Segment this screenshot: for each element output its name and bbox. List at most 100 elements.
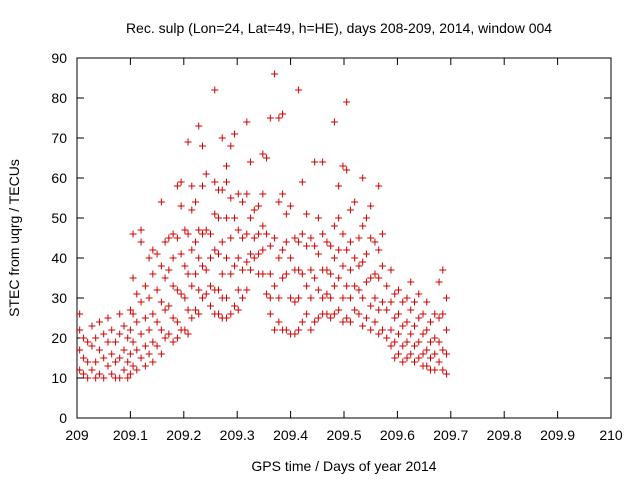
data-point bbox=[371, 294, 379, 302]
data-point bbox=[410, 342, 418, 350]
data-point bbox=[223, 294, 231, 302]
data-point bbox=[279, 110, 287, 118]
data-point bbox=[247, 214, 255, 222]
data-point bbox=[359, 322, 367, 330]
data-point bbox=[423, 362, 431, 370]
data-point bbox=[231, 262, 239, 270]
y-tick-label: 40 bbox=[51, 250, 67, 266]
data-point bbox=[367, 326, 375, 334]
data-point bbox=[415, 338, 423, 346]
data-point bbox=[387, 298, 395, 306]
data-point bbox=[427, 338, 435, 346]
data-point bbox=[126, 326, 134, 334]
data-point bbox=[169, 338, 177, 346]
data-point bbox=[303, 282, 311, 290]
data-point bbox=[266, 242, 274, 250]
data-point bbox=[243, 190, 251, 198]
data-point bbox=[263, 154, 271, 162]
data-point bbox=[133, 290, 141, 298]
data-point bbox=[198, 142, 206, 150]
data-point bbox=[181, 262, 189, 270]
data-point bbox=[335, 306, 343, 314]
data-point bbox=[141, 282, 149, 290]
data-point bbox=[137, 354, 145, 362]
data-point bbox=[419, 350, 427, 358]
data-point bbox=[195, 286, 203, 294]
data-point bbox=[279, 190, 287, 198]
data-point bbox=[234, 254, 242, 262]
data-point bbox=[111, 338, 119, 346]
data-point bbox=[188, 206, 196, 214]
data-point bbox=[435, 338, 443, 346]
data-point bbox=[108, 350, 116, 358]
data-point bbox=[177, 250, 185, 258]
data-point bbox=[184, 306, 192, 314]
data-point bbox=[195, 226, 203, 234]
data-point bbox=[231, 130, 239, 138]
data-point bbox=[298, 178, 306, 186]
data-point bbox=[108, 326, 116, 334]
x-tick-label: 209.2 bbox=[166, 427, 201, 443]
data-point bbox=[79, 354, 87, 362]
data-point bbox=[215, 286, 223, 294]
data-point bbox=[116, 330, 124, 338]
data-point bbox=[378, 230, 386, 238]
data-point bbox=[383, 334, 391, 342]
data-point bbox=[394, 286, 402, 294]
data-point bbox=[378, 262, 386, 270]
x-axis-label: GPS time / Days of year 2014 bbox=[251, 458, 436, 474]
data-point bbox=[126, 350, 134, 358]
data-point bbox=[129, 274, 137, 282]
data-point bbox=[311, 318, 319, 326]
data-point bbox=[177, 178, 185, 186]
data-point bbox=[359, 258, 367, 266]
data-point bbox=[407, 306, 415, 314]
data-point bbox=[394, 310, 402, 318]
data-point bbox=[443, 326, 451, 334]
data-point bbox=[153, 318, 161, 326]
data-point bbox=[198, 262, 206, 270]
data-point bbox=[362, 214, 370, 222]
data-point bbox=[184, 138, 192, 146]
x-tick-label: 209.5 bbox=[326, 427, 361, 443]
data-point bbox=[410, 322, 418, 330]
data-point bbox=[346, 318, 354, 326]
x-tick-label: 210 bbox=[599, 427, 623, 443]
data-point bbox=[161, 306, 169, 314]
data-point bbox=[367, 302, 375, 310]
data-point bbox=[116, 354, 124, 362]
data-point bbox=[339, 162, 347, 170]
data-point bbox=[120, 346, 128, 354]
data-point bbox=[307, 326, 315, 334]
data-point bbox=[287, 254, 295, 262]
data-point bbox=[266, 294, 274, 302]
data-point bbox=[95, 346, 103, 354]
data-point bbox=[165, 266, 173, 274]
data-point bbox=[173, 334, 181, 342]
data-point bbox=[184, 230, 192, 238]
data-point bbox=[223, 314, 231, 322]
x-tick-label: 209.6 bbox=[380, 427, 415, 443]
x-tick-label: 209.9 bbox=[540, 427, 575, 443]
data-point bbox=[218, 134, 226, 142]
data-point bbox=[211, 210, 219, 218]
data-point bbox=[161, 238, 169, 246]
data-point bbox=[291, 298, 299, 306]
data-point bbox=[335, 214, 343, 222]
data-point bbox=[173, 286, 181, 294]
data-point bbox=[419, 330, 427, 338]
data-point bbox=[403, 294, 411, 302]
x-tick-label: 209.8 bbox=[487, 427, 522, 443]
data-point bbox=[88, 322, 96, 330]
data-point bbox=[419, 310, 427, 318]
data-point bbox=[275, 254, 283, 262]
data-point bbox=[375, 246, 383, 254]
data-point bbox=[327, 270, 335, 278]
data-point bbox=[192, 270, 200, 278]
data-point bbox=[207, 302, 214, 310]
data-point bbox=[399, 322, 407, 330]
data-point bbox=[137, 226, 145, 234]
data-point bbox=[343, 314, 351, 322]
data-point bbox=[184, 270, 192, 278]
